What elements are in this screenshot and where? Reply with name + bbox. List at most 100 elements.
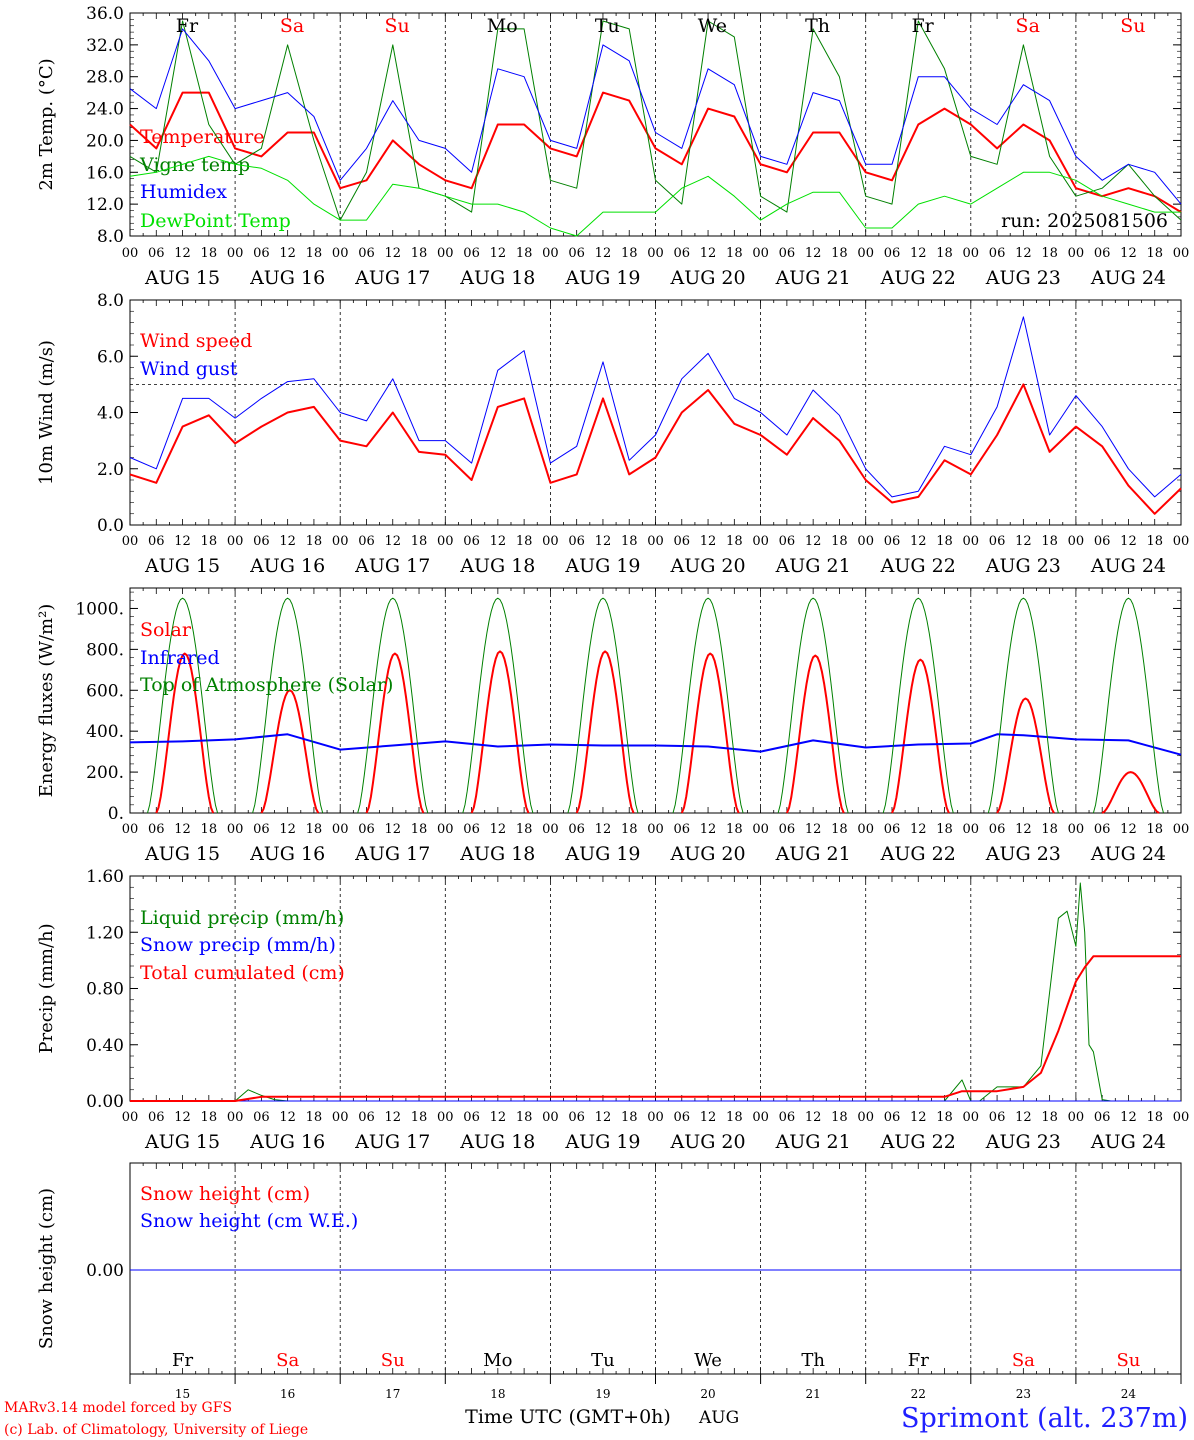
x-hour-label: 00: [752, 534, 769, 549]
x-hour-label: 06: [463, 534, 480, 549]
day-number: 23: [1016, 1387, 1031, 1401]
x-hour-label: 18: [936, 1110, 953, 1125]
x-hour-label: 12: [595, 822, 612, 837]
x-hour-label: 18: [411, 246, 428, 261]
day-name-bottom: Mo: [483, 1350, 512, 1371]
x-hour-label: 00: [1173, 534, 1190, 549]
x-hour-label: 00: [963, 246, 980, 261]
x-hour-label: 00: [752, 822, 769, 837]
y-axis-label: 10m Wind (m/s): [36, 340, 57, 485]
x-hour-label: 18: [1146, 246, 1163, 261]
x-hour-label: 00: [332, 1110, 349, 1125]
y-tick-label: 0.00: [86, 1092, 124, 1112]
y-tick-label: 36.0: [86, 4, 124, 24]
legend-entry: Wind gust: [140, 358, 238, 380]
x-hour-label: 00: [332, 534, 349, 549]
x-hour-label: 12: [700, 534, 717, 549]
y-tick-label: 24.0: [86, 100, 124, 120]
x-hour-label: 18: [1041, 246, 1058, 261]
y-tick-label: 6.0: [97, 347, 124, 367]
x-hour-label: 00: [122, 1110, 139, 1125]
x-hour-label: 12: [490, 534, 507, 549]
series-line: [129, 383, 1182, 515]
x-hour-label: 18: [1041, 1110, 1058, 1125]
x-hour-label: 12: [910, 534, 927, 549]
x-date-label: AUG 17: [354, 267, 430, 289]
x-date-label: AUG 18: [459, 555, 535, 577]
x-hour-label: 00: [647, 534, 664, 549]
x-hour-label: 06: [568, 246, 585, 261]
legend-entry: Total cumulated (cm): [140, 962, 345, 984]
legend-entry: Snow height (cm): [140, 1183, 310, 1205]
day-name: We: [698, 15, 727, 37]
legend-entry: Temperature: [140, 126, 264, 148]
x-hour-label: 06: [779, 534, 796, 549]
x-date-label: AUG 22: [880, 555, 956, 577]
x-hour-label: 06: [989, 1110, 1006, 1125]
y-tick-label: 2.0: [97, 460, 124, 480]
x-hour-label: 18: [726, 246, 743, 261]
x-date-label: AUG 19: [564, 267, 640, 289]
x-hour-label: 00: [1068, 534, 1085, 549]
day-number: 15: [175, 1387, 190, 1401]
legend-entry: Solar: [140, 619, 192, 641]
x-date-label: AUG 18: [459, 843, 535, 865]
x-date-label: AUG 24: [1090, 267, 1166, 289]
x-hour-label: 18: [516, 822, 533, 837]
x-hour-label: 18: [201, 534, 218, 549]
x-hour-label: 12: [805, 246, 822, 261]
x-date-label: AUG 15: [144, 843, 220, 865]
toa-solar-line: [147, 597, 1164, 814]
x-hour-label: 06: [674, 534, 691, 549]
x-hour-label: 00: [437, 1110, 454, 1125]
x-hour-label: 00: [542, 246, 559, 261]
x-hour-label: 06: [568, 1110, 585, 1125]
y-axis-label: Energy fluxes (W/m²): [36, 604, 57, 798]
x-hour-label: 00: [542, 1110, 559, 1125]
y-tick-label: 400.: [86, 722, 124, 742]
x-hour-label: 00: [1173, 246, 1190, 261]
x-date-label: AUG 19: [564, 555, 640, 577]
y-tick-label: 0.40: [86, 1036, 124, 1056]
y-tick-label: 20.0: [86, 131, 124, 151]
x-hour-label: 12: [384, 246, 401, 261]
x-hour-label: 00: [332, 822, 349, 837]
day-name-bottom: We: [694, 1350, 722, 1371]
x-hour-label: 00: [857, 822, 874, 837]
x-hour-label: 06: [989, 822, 1006, 837]
x-date-label: AUG 18: [459, 1131, 535, 1153]
x-hour-label: 18: [411, 822, 428, 837]
x-date-label: AUG 17: [354, 1131, 430, 1153]
x-hour-label: 12: [805, 1110, 822, 1125]
x-hour-label: 06: [1094, 1110, 1111, 1125]
x-hour-label: 00: [1173, 822, 1190, 837]
x-hour-label: 18: [831, 534, 848, 549]
x-date-label: AUG 15: [144, 267, 220, 289]
x-hour-label: 18: [726, 1110, 743, 1125]
x-date-label: AUG 15: [144, 1131, 220, 1153]
x-hour-label: 06: [358, 1110, 375, 1125]
legend-entry: Infrared: [140, 647, 220, 669]
x-hour-label: 00: [647, 246, 664, 261]
x-hour-label: 06: [148, 822, 165, 837]
x-hour-label: 00: [437, 246, 454, 261]
x-date-label: AUG 23: [985, 555, 1061, 577]
x-hour-label: 12: [595, 534, 612, 549]
x-hour-label: 12: [384, 822, 401, 837]
y-tick-label: 28.0: [86, 68, 124, 88]
x-hour-label: 12: [279, 822, 296, 837]
x-date-label: AUG 20: [669, 555, 745, 577]
day-name-bottom: Fr: [908, 1350, 929, 1371]
series-line: [129, 733, 1182, 756]
x-hour-label: 18: [621, 1110, 638, 1125]
x-date-label: AUG 17: [354, 555, 430, 577]
x-date-label: AUG 16: [249, 843, 325, 865]
x-hour-label: 18: [516, 534, 533, 549]
x-hour-label: 00: [857, 246, 874, 261]
day-name-bottom: Su: [381, 1350, 405, 1371]
y-tick-label: 1000.: [75, 599, 124, 619]
y-tick-label: 8.0: [97, 291, 124, 311]
x-hour-label: 18: [201, 822, 218, 837]
x-hour-label: 12: [805, 534, 822, 549]
